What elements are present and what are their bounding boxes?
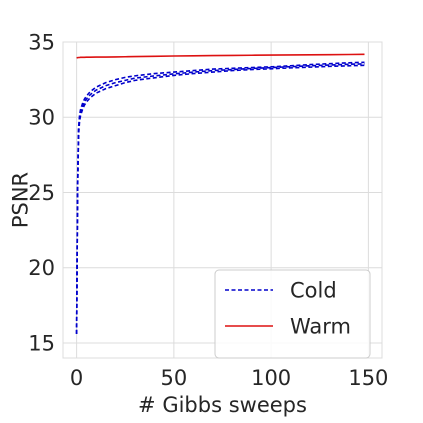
x-tick-label: 50 [161,366,188,390]
legend-label: Cold [290,279,337,303]
x-tick-label: 150 [348,366,388,390]
x-tick-labels: 0 50 100 150 [70,366,389,390]
series-group [75,53,365,334]
x-axis-label: # Gibbs sweeps [138,393,307,417]
y-tick-label: 15 [28,331,55,355]
legend: Cold Warm [214,269,371,359]
y-tick-label: 30 [28,106,55,130]
legend-label: Warm [290,315,351,339]
legend-box [214,269,371,359]
series-line-1 [75,63,365,334]
y-tick-label: 20 [28,256,55,280]
y-tick-label: 25 [28,181,55,205]
y-tick-label: 35 [28,31,55,55]
series-line-2 [75,64,365,334]
series-line-0 [75,61,365,334]
y-tick-labels: 15 20 25 30 35 [28,31,55,356]
x-tick-label: 100 [251,366,291,390]
y-axis-label: PSNR [8,172,32,228]
x-tick-label: 0 [70,366,83,390]
series-line-3 [76,53,365,59]
